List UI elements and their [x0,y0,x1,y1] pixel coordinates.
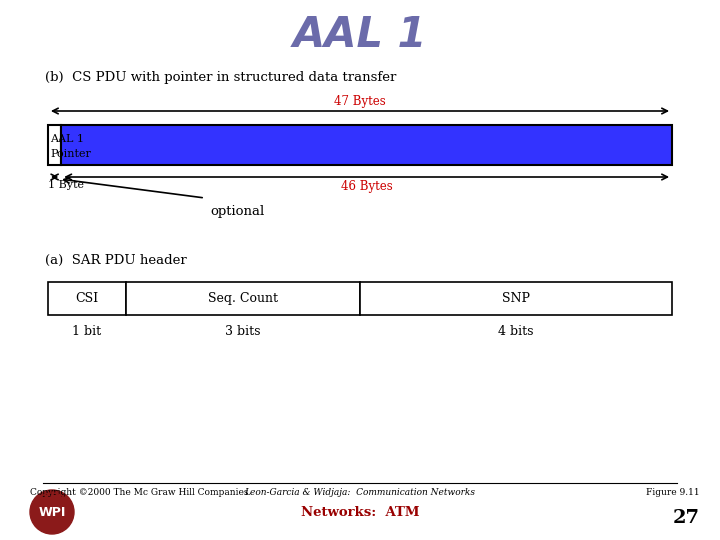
Bar [360,282,672,315]
Bar [48,125,61,165]
Text: Seq. Count: Seq. Count [208,292,278,305]
Text: 1 bit: 1 bit [73,325,102,338]
Bar [126,282,360,315]
Text: Leon-Garcia & Widjaja:  Communication Networks: Leon-Garcia & Widjaja: Communication Net… [245,488,475,497]
Text: 1 Byte: 1 Byte [48,180,84,190]
Text: Figure 9.11: Figure 9.11 [647,488,700,497]
Text: AAL 1: AAL 1 [293,14,427,56]
Text: CSI: CSI [76,292,99,305]
Text: SNP: SNP [502,292,530,305]
Text: AAL 1: AAL 1 [50,134,84,144]
Bar [61,125,672,165]
Text: (b)  CS PDU with pointer in structured data transfer: (b) CS PDU with pointer in structured da… [45,71,397,84]
Text: 47 Bytes: 47 Bytes [334,95,386,108]
Bar [48,282,126,315]
Circle shape [30,490,74,534]
Text: Pointer: Pointer [50,149,91,159]
Text: Copyright ©2000 The Mc Graw Hill Companies: Copyright ©2000 The Mc Graw Hill Compani… [30,488,248,497]
Text: (a)  SAR PDU header: (a) SAR PDU header [45,253,186,267]
Text: 4 bits: 4 bits [498,325,534,338]
Text: 3 bits: 3 bits [225,325,261,338]
Text: optional: optional [210,206,264,219]
Text: WPI: WPI [38,505,66,518]
Text: Networks:  ATM: Networks: ATM [301,505,419,518]
Text: 46 Bytes: 46 Bytes [341,180,392,193]
Text: 27: 27 [673,509,700,527]
